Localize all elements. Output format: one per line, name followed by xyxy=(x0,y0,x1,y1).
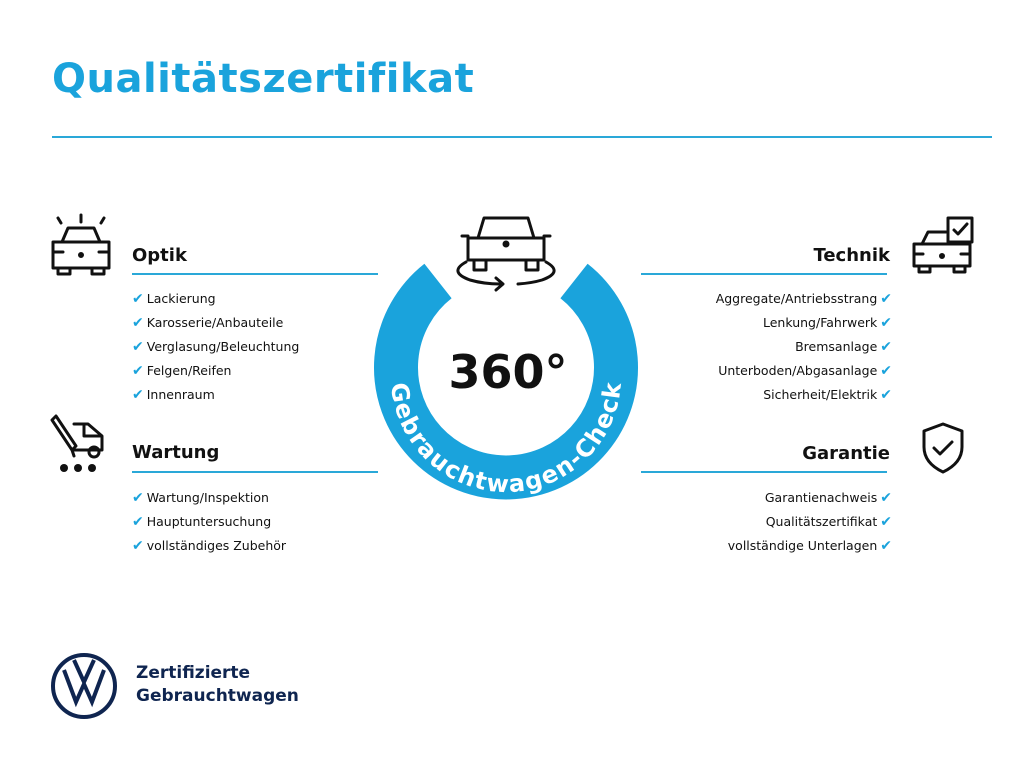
degrees-label: 360° xyxy=(448,345,567,399)
section-title-garantie: Garantie xyxy=(802,443,890,464)
list-item: Lenkung/Fahrwerk ✔ xyxy=(763,315,892,331)
title-divider xyxy=(52,136,992,138)
car-rotate-icon xyxy=(456,216,556,292)
list-item: vollständige Unterlagen ✔ xyxy=(727,538,892,554)
list-item: ✔ Hauptuntersuchung xyxy=(132,514,272,530)
service-van-icon xyxy=(50,414,104,472)
brand-line-2: Gebrauchtwagen xyxy=(136,686,299,706)
brand-line-1: Zertifizierte xyxy=(136,663,251,683)
vw-logo xyxy=(51,653,117,719)
check-icon: ✔ xyxy=(132,339,144,355)
optik-list: ✔ Lackierung ✔ Karosserie/Anbauteile ✔ Verg… xyxy=(132,287,299,407)
check-icon: ✔ xyxy=(880,291,892,307)
shield-check-icon xyxy=(922,422,964,474)
check-icon: ✔ xyxy=(132,514,144,530)
section-divider xyxy=(132,471,378,473)
list-item: ✔ Lackierung xyxy=(132,291,216,307)
check-icon: ✔ xyxy=(132,490,144,506)
car-light-icon xyxy=(51,213,111,276)
brand-text: Zertifizierte Gebrauchtwagen xyxy=(136,662,299,708)
check-icon: ✔ xyxy=(880,339,892,355)
list-item: ✔ vollständiges Zubehör xyxy=(132,538,287,554)
section-title-technik: Technik xyxy=(813,245,890,266)
wartung-list: ✔ Wartung/Inspektion ✔ Hauptuntersuchung ✔… xyxy=(132,486,286,558)
section-divider xyxy=(132,273,378,275)
check-icon: ✔ xyxy=(132,538,144,554)
check-icon: ✔ xyxy=(132,291,144,307)
list-item: ✔ Verglasung/Beleuchtung xyxy=(132,339,300,355)
check-icon: ✔ xyxy=(880,315,892,331)
check-icon: ✔ xyxy=(880,363,892,379)
car-checklist-icon xyxy=(912,216,974,274)
check-icon: ✔ xyxy=(880,538,892,554)
check-icon: ✔ xyxy=(132,387,144,403)
page-title: Qualitätszertifikat xyxy=(52,56,475,102)
ring-arc xyxy=(374,263,638,500)
garantie-list: Garantienachweis ✔ Qualitätszertifikat ✔ v… xyxy=(600,486,892,558)
check-icon: ✔ xyxy=(880,514,892,530)
list-item: ✔ Innenraum xyxy=(132,387,215,403)
check-icon: ✔ xyxy=(880,387,892,403)
list-item: Garantienachweis ✔ xyxy=(764,490,892,506)
list-item: ✔ Karosserie/Anbauteile xyxy=(132,315,284,331)
list-item: ✔ Felgen/Reifen xyxy=(132,363,232,379)
list-item: Bremsanlage ✔ xyxy=(795,339,892,355)
section-title-optik: Optik xyxy=(132,245,187,266)
section-title-wartung: Wartung xyxy=(132,442,220,463)
check-icon: ✔ xyxy=(132,315,144,331)
list-item: ✔ Wartung/Inspektion xyxy=(132,490,269,506)
section-divider xyxy=(641,471,887,473)
list-item: Qualitätszertifikat ✔ xyxy=(765,514,892,530)
list-item: Unterboden/Abgasanlage ✔ xyxy=(718,363,892,379)
section-divider xyxy=(641,273,887,275)
list-item: Aggregate/Antriebsstrang ✔ xyxy=(715,291,892,307)
technik-list: Aggregate/Antriebsstrang ✔ Lenkung/Fahrwe… xyxy=(600,287,892,407)
list-item: Sicherheit/Elektrik ✔ xyxy=(763,387,892,403)
check-icon: ✔ xyxy=(880,490,892,506)
check-icon: ✔ xyxy=(132,363,144,379)
